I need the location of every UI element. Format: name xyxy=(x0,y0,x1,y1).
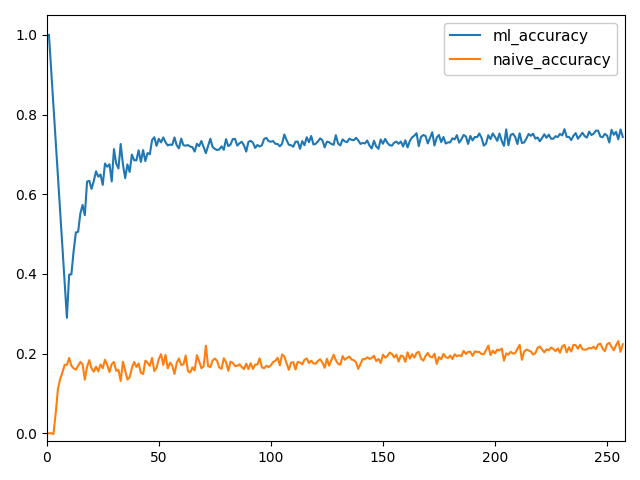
Legend: ml_accuracy, naive_accuracy: ml_accuracy, naive_accuracy xyxy=(444,23,618,75)
naive_accuracy xyxy=(231,363,239,369)
Line: naive_accuracy: naive_accuracy xyxy=(49,341,623,434)
Line: ml_accuracy: ml_accuracy xyxy=(49,35,623,318)
naive_accuracy xyxy=(45,431,53,436)
ml_accuracy xyxy=(619,134,627,140)
naive_accuracy xyxy=(202,343,210,348)
ml_accuracy xyxy=(355,138,362,144)
ml_accuracy xyxy=(202,150,210,156)
naive_accuracy xyxy=(106,369,113,375)
ml_accuracy xyxy=(231,136,239,142)
naive_accuracy xyxy=(285,367,292,373)
ml_accuracy xyxy=(350,137,358,143)
naive_accuracy xyxy=(619,341,627,347)
ml_accuracy xyxy=(45,32,53,38)
naive_accuracy xyxy=(50,431,58,437)
ml_accuracy xyxy=(106,161,113,167)
naive_accuracy xyxy=(614,338,622,344)
naive_accuracy xyxy=(355,366,362,372)
ml_accuracy xyxy=(285,142,292,148)
naive_accuracy xyxy=(350,358,358,363)
ml_accuracy xyxy=(63,315,71,321)
